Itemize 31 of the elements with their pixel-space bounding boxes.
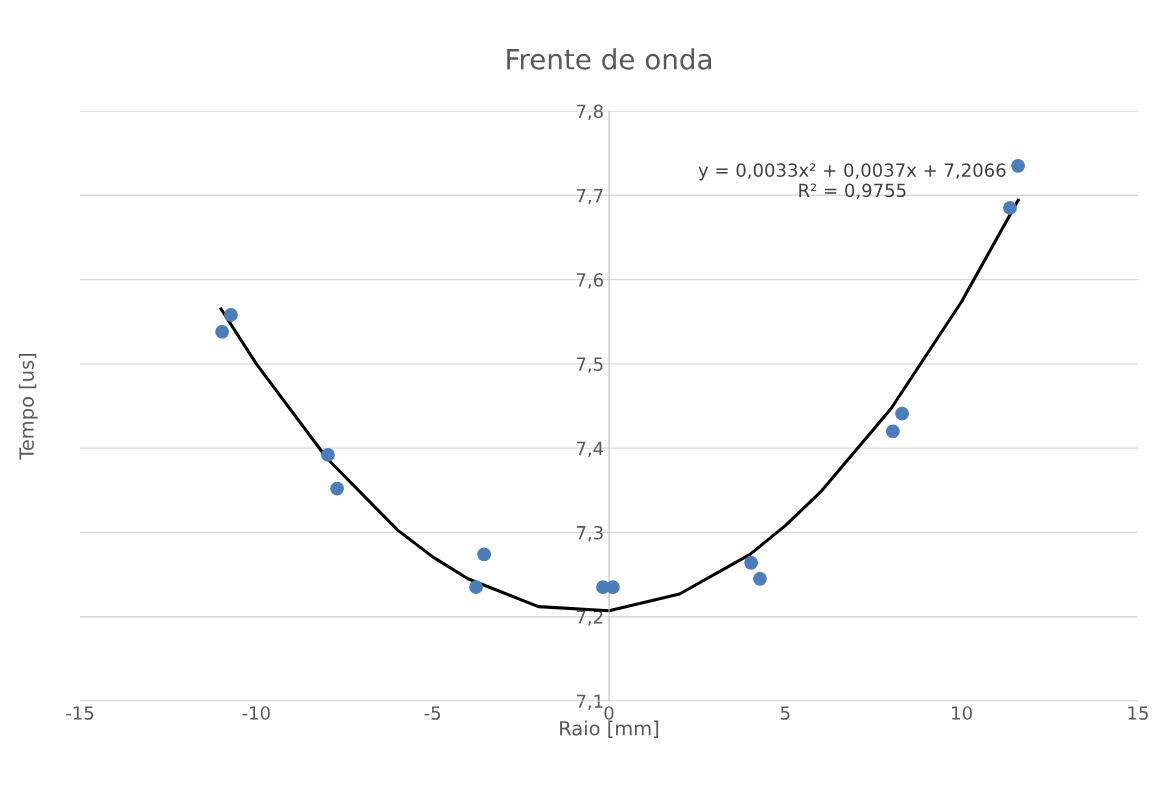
point: [895, 406, 909, 421]
point: [885, 424, 900, 439]
point: [1003, 201, 1017, 215]
y-tick-label: 7,6: [576, 273, 603, 289]
x-tick-label: 5: [780, 706, 790, 720]
y-tick-label: 7,8: [576, 104, 603, 120]
x-tick-label: 0: [604, 706, 614, 720]
point: [224, 308, 238, 322]
x-tick-label: -5: [424, 706, 441, 720]
chart-title: Frente de onda: [507, 48, 712, 70]
x-tick-label: -10: [242, 706, 270, 720]
point: [215, 324, 230, 339]
x-tick-label: -15: [66, 706, 94, 720]
y-tick-label: 7,3: [576, 525, 603, 542]
point: [1011, 158, 1025, 173]
y-axis-title: Tempo [us]: [18, 353, 38, 460]
point: [477, 547, 492, 562]
y-tick-label: 7,5: [576, 357, 603, 373]
y-tick-label: 7,1: [576, 694, 603, 710]
point: [753, 571, 767, 586]
point: [321, 447, 335, 462]
y-tick-label: 7,7: [576, 188, 603, 205]
y-tick-label: 7,4: [576, 441, 604, 458]
annotation: y = 0,0033x² + 0,0037x + 7,2066 R² = 0,9755: [698, 163, 1006, 199]
point: [744, 555, 759, 570]
point: [469, 580, 483, 595]
x-tick-label: 10: [952, 706, 972, 720]
y-tick-label: 7,2: [576, 610, 603, 626]
x-axis-title: Raio [mm]: [560, 720, 659, 738]
x-tick-label: 15: [1128, 706, 1148, 720]
point: [330, 481, 345, 496]
